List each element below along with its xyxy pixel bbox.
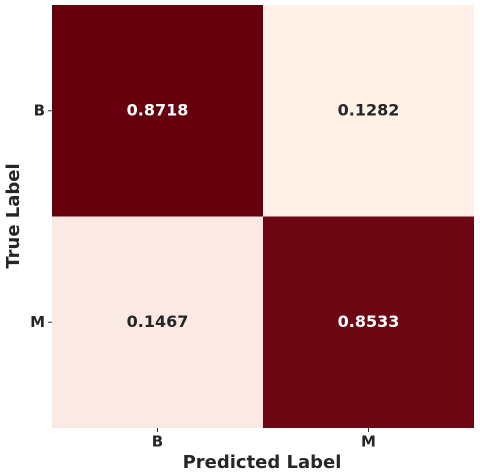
y-tick-label: M xyxy=(30,313,45,331)
y-axis-label: True Label xyxy=(3,163,24,268)
cell xyxy=(263,5,474,217)
cell-label: 0.1282 xyxy=(338,100,400,119)
cell-label: 0.8533 xyxy=(338,312,400,331)
x-tick-label: M xyxy=(361,433,376,451)
cell xyxy=(52,216,263,428)
x-tick-label: B xyxy=(152,433,163,451)
cell-label: 0.8718 xyxy=(127,100,189,119)
y-tick-label: B xyxy=(34,101,45,119)
cell-label: 0.1467 xyxy=(127,312,189,331)
x-axis-label: Predicted Label xyxy=(183,452,342,473)
cell xyxy=(263,216,474,428)
cell xyxy=(52,5,263,217)
